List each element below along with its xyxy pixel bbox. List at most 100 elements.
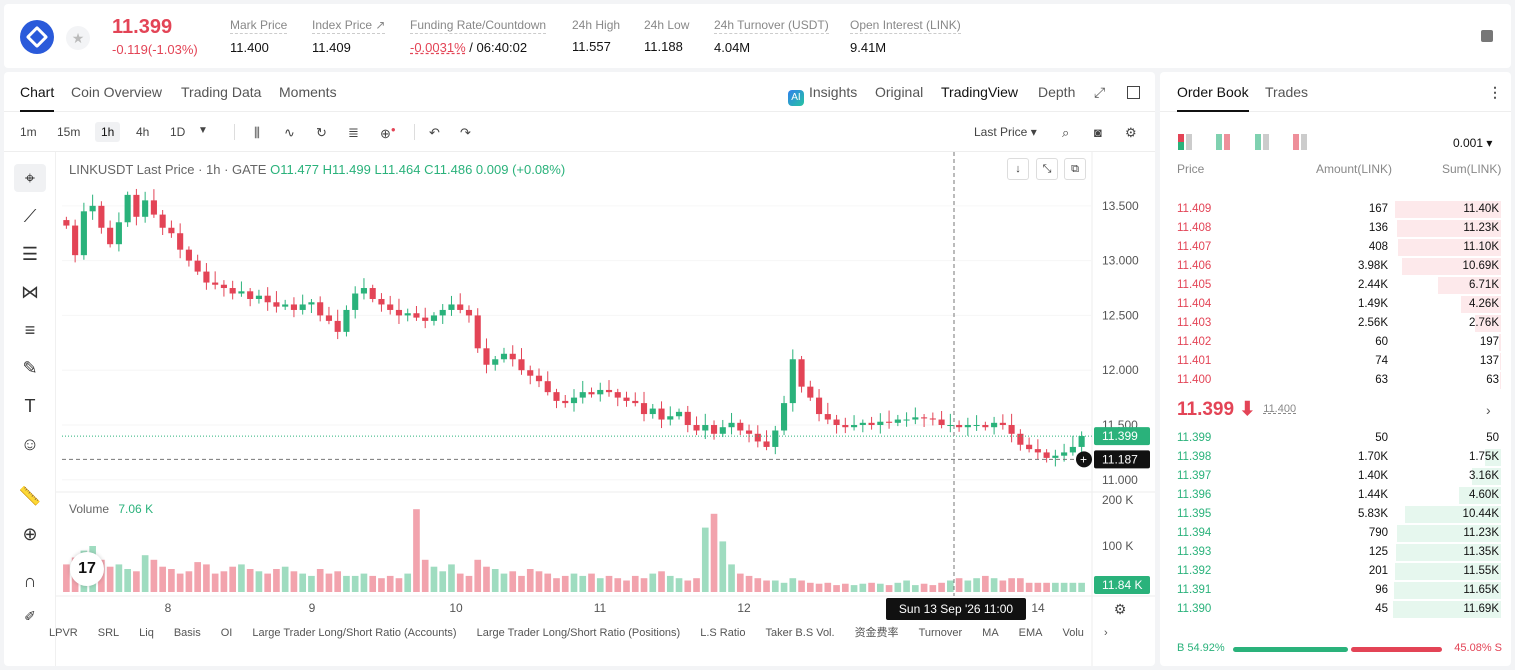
bid-row[interactable]: 11.393 125 11.35K: [1160, 543, 1511, 562]
guide-book-icon[interactable]: [1481, 30, 1493, 42]
favorite-star-icon[interactable]: ★: [66, 26, 90, 50]
zoom-in-icon[interactable]: ⊕: [22, 524, 38, 544]
text-tool-icon[interactable]: T: [24, 396, 36, 416]
indicator-item[interactable]: Turnover: [918, 627, 963, 639]
timeframe-dropdown-icon[interactable]: ▼: [198, 125, 208, 136]
bid-row[interactable]: 11.399 50 50: [1160, 429, 1511, 448]
horizontal-lines-icon[interactable]: ☰: [21, 244, 39, 264]
stat-label[interactable]: Index Price ↗: [312, 18, 386, 34]
bid-row[interactable]: 11.398 1.70K 1.75K: [1160, 448, 1511, 467]
ask-row[interactable]: 11.405 2.44K 6.71K: [1160, 276, 1511, 295]
pattern-icon[interactable]: ⋈: [21, 282, 39, 302]
indicator-item[interactable]: Basis: [173, 627, 201, 639]
indicator-item[interactable]: OI: [220, 627, 233, 639]
trendline-icon[interactable]: ⟋: [23, 206, 37, 226]
candle-type-icon[interactable]: ⫼: [254, 125, 260, 140]
bid-row[interactable]: 11.397 1.40K 3.16K: [1160, 467, 1511, 486]
bid-row[interactable]: 11.390 45 11.69K: [1160, 600, 1511, 619]
magnet-icon[interactable]: ∩: [23, 571, 37, 591]
indicator-item[interactable]: LPVR: [49, 627, 78, 639]
stat-label[interactable]: Mark Price: [230, 18, 288, 34]
indicator-scroll-icon[interactable]: ›: [1103, 627, 1108, 639]
indicators-icon[interactable]: ∿: [284, 125, 295, 140]
collapse-icon[interactable]: ⤡: [1036, 158, 1058, 180]
tab-moments[interactable]: Moments: [279, 84, 337, 100]
timeframe-15m[interactable]: 15m: [57, 125, 81, 139]
indicator-item[interactable]: Volu: [1062, 627, 1084, 639]
view-depth[interactable]: Depth: [1038, 84, 1076, 100]
brush-icon[interactable]: ✎: [22, 358, 38, 378]
chevron-right-icon[interactable]: ›: [1486, 402, 1491, 418]
tradingview-logo[interactable]: 17: [70, 552, 104, 586]
window-icon[interactable]: [1127, 86, 1140, 99]
precision-select[interactable]: 0.001 ▾: [1453, 136, 1493, 150]
ask-row[interactable]: 11.408 136 11.23K: [1160, 219, 1511, 238]
ask-row[interactable]: 11.409 167 11.40K: [1160, 200, 1511, 219]
indicator-item[interactable]: 资金费率: [854, 627, 899, 639]
axis-settings-icon[interactable]: ⚙: [1114, 602, 1127, 618]
bid-row[interactable]: 11.396 1.44K 4.60K: [1160, 486, 1511, 505]
stat-label[interactable]: 24h Turnover (USDT): [714, 18, 829, 34]
tab-coin-overview[interactable]: Coin Overview: [71, 84, 163, 100]
timeframe-1h[interactable]: 1h: [95, 122, 121, 142]
price-chart[interactable]: 13.50013.00012.50012.00011.50011.000200 …: [56, 152, 1155, 666]
restore-icon[interactable]: ⧉: [1064, 158, 1086, 180]
crosshair-icon[interactable]: ⌖: [14, 164, 46, 192]
fib-icon[interactable]: ≡: [24, 320, 36, 340]
indicator-item[interactable]: Large Trader Long/Short Ratio (Positions…: [476, 627, 681, 639]
price-type-select[interactable]: Last Price ▾: [974, 125, 1037, 139]
indicator-item[interactable]: Taker B.S Vol.: [765, 627, 835, 639]
compare-icon[interactable]: ↻: [316, 125, 327, 140]
tab-chart[interactable]: Chart: [20, 84, 55, 112]
stat-label[interactable]: Open Interest (LINK): [850, 18, 961, 34]
ask-row[interactable]: 11.400 63 63: [1160, 371, 1511, 390]
mode-split-icon[interactable]: [1216, 134, 1232, 150]
tab-trades[interactable]: Trades: [1265, 84, 1309, 100]
timeframe-4h[interactable]: 4h: [136, 125, 150, 139]
undo-icon[interactable]: ↶: [429, 125, 440, 140]
more-options-icon[interactable]: ⋮: [1488, 84, 1502, 100]
expand-icon[interactable]: ⤢: [1094, 84, 1106, 100]
ruler-icon[interactable]: 📏: [18, 486, 42, 506]
tab-trading-data[interactable]: Trading Data: [181, 84, 262, 100]
search-icon[interactable]: ⌕: [1062, 125, 1070, 140]
settings-gear-icon[interactable]: ⚙: [1125, 125, 1137, 140]
ask-row[interactable]: 11.404 1.49K 4.26K: [1160, 295, 1511, 314]
camera-icon[interactable]: ◙: [1094, 125, 1102, 140]
indicator-item[interactable]: Large Trader Long/Short Ratio (Accounts): [252, 627, 457, 639]
mode-bids-icon[interactable]: [1254, 134, 1271, 150]
bid-row[interactable]: 11.395 5.83K 10.44K: [1160, 505, 1511, 524]
bid-row[interactable]: 11.392 201 11.55K: [1160, 562, 1511, 581]
templates-icon[interactable]: ≣: [348, 125, 359, 140]
ask-row[interactable]: 11.406 3.98K 10.69K: [1160, 257, 1511, 276]
indicator-item[interactable]: MA: [982, 627, 999, 639]
ask-row[interactable]: 11.407 408 11.10K: [1160, 238, 1511, 257]
bid-row[interactable]: 11.394 790 11.23K: [1160, 524, 1511, 543]
ask-row[interactable]: 11.403 2.56K 2.76K: [1160, 314, 1511, 333]
add-alert-icon[interactable]: ⊕●: [380, 125, 396, 141]
bid-row[interactable]: 11.391 96 11.65K: [1160, 581, 1511, 600]
indicator-item[interactable]: SRL: [97, 627, 120, 639]
scroll-down-icon[interactable]: ↓: [1007, 158, 1029, 180]
funding-rate-value[interactable]: -0.0031%: [410, 40, 466, 55]
indicator-item[interactable]: L.S Ratio: [700, 627, 746, 639]
pencil-lock-icon[interactable]: ✐: [24, 608, 36, 624]
indicator-item[interactable]: EMA: [1018, 627, 1043, 639]
view-tradingview[interactable]: TradingView: [941, 84, 1019, 100]
x-tick-label: 12: [737, 601, 751, 615]
timeframe-1m[interactable]: 1m: [20, 125, 37, 139]
emoji-icon[interactable]: ☺: [20, 434, 40, 454]
redo-icon[interactable]: ↷: [460, 125, 471, 140]
mode-asks-icon[interactable]: [1293, 134, 1309, 150]
timeframe-1d[interactable]: 1D: [170, 125, 186, 139]
mode-both-icon[interactable]: [1178, 134, 1194, 150]
mid-price[interactable]: 11.399 ⬇ 11.400: [1177, 398, 1296, 421]
ask-row[interactable]: 11.402 60 197: [1160, 333, 1511, 352]
add-order-plus-icon[interactable]: [1076, 451, 1092, 468]
view-original[interactable]: Original: [875, 84, 924, 100]
indicator-item[interactable]: Liq: [139, 627, 154, 639]
view-insights[interactable]: AI Insights: [788, 84, 857, 106]
tab-order-book[interactable]: Order Book: [1177, 84, 1249, 112]
ask-row[interactable]: 11.401 74 137: [1160, 352, 1511, 371]
stat-label[interactable]: Funding Rate/Countdown: [410, 18, 547, 34]
